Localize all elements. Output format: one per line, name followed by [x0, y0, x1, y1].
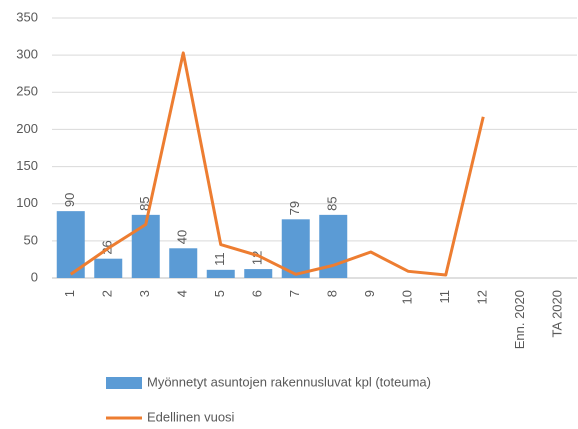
- bar: [169, 248, 198, 278]
- y-tick-label: 300: [16, 47, 38, 62]
- bar: [206, 269, 235, 278]
- x-tick-label: 10: [400, 290, 415, 304]
- bar: [94, 258, 123, 278]
- data-label: 79: [287, 201, 302, 215]
- x-tick-label: 5: [212, 290, 227, 297]
- legend-swatch: [106, 377, 142, 389]
- x-tick-label: 6: [250, 290, 265, 297]
- bar: [244, 269, 273, 278]
- data-label: 90: [62, 193, 77, 207]
- x-tick-label: TA 2020: [550, 290, 565, 337]
- x-tick-label: 3: [137, 290, 152, 297]
- x-tick-label: 2: [100, 290, 115, 297]
- y-tick-label: 350: [16, 9, 38, 24]
- legend-label: Edellinen vuosi: [147, 409, 235, 424]
- data-label: 11: [212, 252, 227, 266]
- x-tick-label: 9: [362, 290, 377, 297]
- legend-label: Myönnetyt asuntojen rakennusluvat kpl (t…: [147, 374, 431, 389]
- y-tick-label: 0: [31, 269, 38, 284]
- y-tick-label: 250: [16, 84, 38, 99]
- data-label: 85: [325, 196, 340, 210]
- y-tick-label: 150: [16, 158, 38, 173]
- line: [69, 51, 485, 277]
- x-tick-label: 12: [475, 290, 490, 304]
- x-tick-label: 11: [437, 290, 452, 304]
- y-tick-label: 100: [16, 195, 38, 210]
- y-tick-label: 50: [24, 232, 38, 247]
- x-tick-label: 8: [325, 290, 340, 297]
- x-tick-label: 4: [175, 290, 190, 297]
- x-tick-label: 1: [62, 290, 77, 297]
- data-label: 40: [175, 230, 190, 244]
- x-tick-label: Enn. 2020: [512, 290, 527, 349]
- y-tick-label: 200: [16, 121, 38, 136]
- x-tick-label: 7: [287, 290, 302, 297]
